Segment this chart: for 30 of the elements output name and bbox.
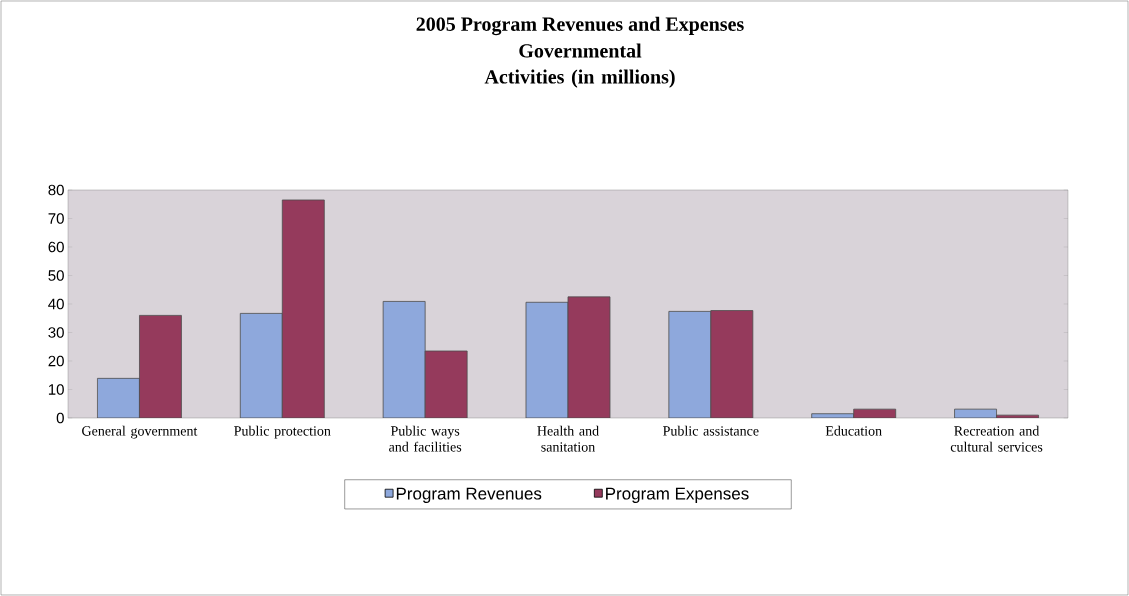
y-tick-label: 10 xyxy=(48,384,64,395)
y-tick-label: 60 xyxy=(48,241,64,253)
chart-title: 2005 Program Revenues and Expenses xyxy=(416,16,744,36)
x-tick-label: Public assistance xyxy=(663,425,759,436)
x-tick-label: Recreation and cultural services xyxy=(950,425,1043,452)
y-tick-label: 20 xyxy=(48,355,64,367)
y-tick-label: 40 xyxy=(48,298,64,310)
x-tick-label: General government xyxy=(82,425,198,439)
chart-subtitle: Governmental Activities (in millions) xyxy=(484,43,675,88)
x-tick-label: Public protection xyxy=(234,425,331,439)
y-tick-label: 80 xyxy=(48,184,64,196)
bar xyxy=(424,350,468,418)
bar xyxy=(668,311,712,418)
x-tick-label: Health and sanitation xyxy=(537,425,599,452)
bar xyxy=(525,301,569,418)
bar xyxy=(139,314,182,418)
bar xyxy=(567,296,611,418)
y-tick-label: 30 xyxy=(48,327,64,338)
legend-label: Program Expenses xyxy=(606,487,749,503)
x-tick-label: Public ways and facilities xyxy=(389,425,462,452)
y-tick-label: 0 xyxy=(56,412,64,424)
bar xyxy=(240,313,283,418)
x-tick-label: Education xyxy=(825,425,882,436)
bar xyxy=(282,199,325,418)
legend-label: Program Revenues xyxy=(396,487,542,503)
bar xyxy=(710,310,754,418)
bar xyxy=(382,301,426,418)
y-tick-label: 50 xyxy=(48,270,64,281)
bar xyxy=(97,377,140,418)
y-tick-label: 70 xyxy=(48,213,64,224)
